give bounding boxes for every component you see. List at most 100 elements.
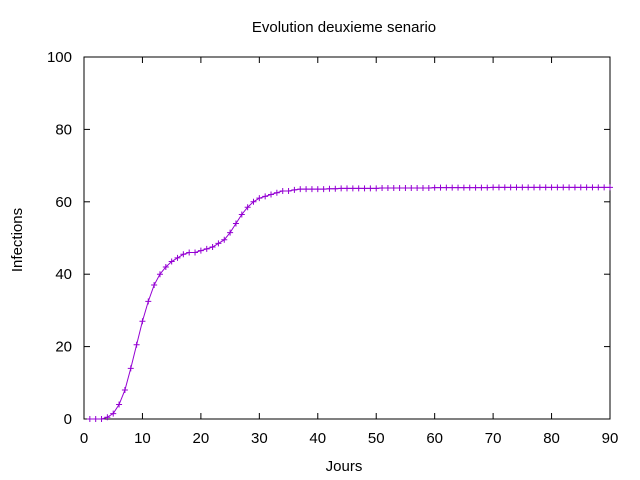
data-point [186,249,193,256]
data-point [291,186,298,193]
y-axis-label: Infections [9,208,26,272]
data-point [466,184,473,191]
data-point [607,184,613,191]
data-point [379,185,386,192]
data-point [460,184,467,191]
data-point [86,416,93,422]
data-point [273,189,280,196]
x-tick-label: 90 [602,430,619,447]
data-point [162,263,169,270]
data-point [279,187,286,194]
chart-title: Evolution deuxieme senario [252,19,436,36]
data-point [589,184,596,191]
data-point [367,185,374,192]
data-point [507,184,514,191]
x-tick-label: 30 [251,430,268,447]
data-point [419,185,426,192]
data-point [98,416,105,422]
data-point [174,254,181,261]
data-point [361,185,368,192]
data-point [133,341,140,348]
data-point [583,184,590,191]
data-point [203,245,210,252]
data-point [560,184,567,191]
data-point [455,184,462,191]
data-point [209,244,216,251]
y-tick-label: 60 [55,194,72,211]
data-point [221,236,228,243]
data-point [127,365,134,372]
data-point [121,387,128,394]
data-point [542,184,549,191]
data-point [478,184,485,191]
data-point [577,184,584,191]
data-point [238,211,245,218]
data-point [495,184,502,191]
y-tick-label: 100 [47,49,72,66]
data-point [519,184,526,191]
data-point [536,184,543,191]
data-point [268,191,275,198]
data-point [92,416,99,422]
data-point [297,186,304,193]
data-point [472,184,479,191]
data-point [110,410,117,417]
data-point [145,298,152,305]
x-axis: 0 10 20 30 40 50 60 70 80 90 [80,57,619,447]
data-point [151,282,158,289]
data-point [215,240,222,247]
series-line [89,186,610,420]
data-point [332,185,339,192]
data-point [338,185,345,192]
data-point [402,185,409,192]
data-point [601,184,608,191]
data-point [326,185,333,192]
data-point [554,184,561,191]
data-point [571,184,578,191]
data-point [437,184,444,191]
data-point [531,184,538,191]
data-point [244,204,251,211]
data-point [308,186,315,193]
y-tick-label: 80 [55,121,72,138]
data-point [431,184,438,191]
series-infections [86,184,613,422]
x-tick-label: 70 [485,430,502,447]
y-axis: 0 20 40 60 80 100 [47,49,610,428]
x-tick-label: 50 [368,430,385,447]
x-tick-label: 60 [426,430,443,447]
x-tick-label: 40 [309,430,326,447]
x-tick-label: 10 [134,430,151,447]
data-point [396,185,403,192]
data-point [192,249,199,256]
x-tick-label: 80 [543,430,560,447]
data-point [197,247,204,254]
data-point [443,184,450,191]
data-point [314,186,321,193]
data-point [303,186,310,193]
data-point [408,185,415,192]
data-point [548,184,555,191]
y-tick-label: 20 [55,339,72,356]
plot-border [83,56,611,420]
data-point [390,185,397,192]
data-point [349,185,356,192]
y-tick-label: 40 [55,266,72,283]
data-point [104,414,111,421]
x-axis-label: Jours [326,458,363,475]
data-point [384,185,391,192]
data-point [156,271,163,278]
data-point [256,195,263,202]
data-point [490,184,497,191]
x-tick-label: 0 [80,430,88,447]
data-point [250,198,257,205]
data-point [513,184,520,191]
data-point [525,184,532,191]
data-point [566,184,573,191]
data-point [344,185,350,192]
data-point [116,401,123,408]
data-point [285,187,292,194]
data-point [139,318,146,325]
data-point [449,184,456,191]
